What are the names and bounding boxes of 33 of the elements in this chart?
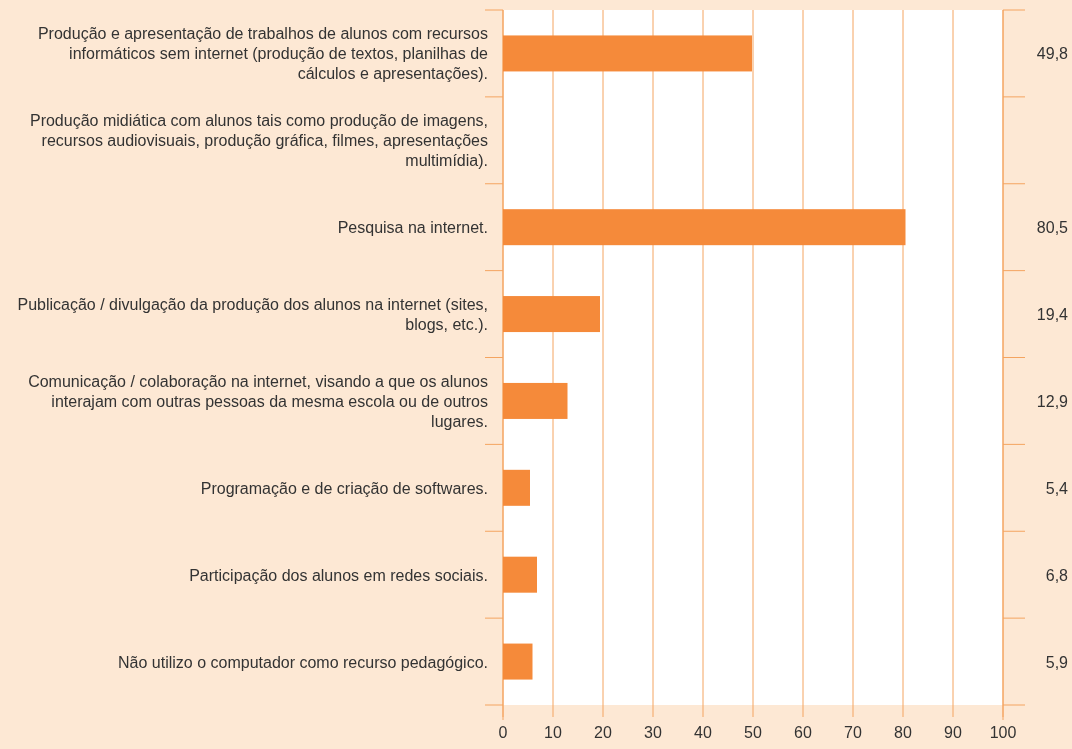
y-tick-label: Programação e de criação de softwares. — [200, 479, 488, 497]
x-tick-label: 40 — [694, 724, 712, 741]
data-label: 49,8 — [1036, 45, 1069, 63]
x-tick-label: 100 — [989, 724, 1017, 741]
data-label: 19,4 — [1036, 306, 1069, 324]
bar — [503, 469, 530, 506]
bar — [503, 296, 600, 333]
y-tick-label: Publicação / divulgação da produção dos alunos na internet (sites, blogs, etc.). — [17, 296, 488, 334]
data-label: 5,4 — [1045, 479, 1069, 497]
bar — [503, 556, 537, 593]
data-label: 5,9 — [1045, 653, 1069, 671]
x-tick-label: 80 — [894, 724, 912, 741]
y-tick-label: Não utilizo o computador como recurso pedagógico. — [118, 653, 488, 671]
bar — [503, 643, 533, 680]
data-label: 12,9 — [1036, 392, 1069, 410]
x-tick-label: 10 — [544, 724, 562, 741]
x-tick-label: 30 — [644, 724, 662, 741]
x-tick-label: 0 — [498, 724, 508, 741]
data-label: 80,5 — [1036, 219, 1069, 237]
x-tick-label: 20 — [594, 724, 612, 741]
y-tick-label: Produção e apresentação de trabalhos de alunos com recursos informáticos sem internet (produção de textos, planilhas de cálculos e apresentações). — [37, 25, 489, 83]
data-label: 6,8 — [1045, 566, 1069, 584]
y-tick-label: Pesquisa na internet. — [337, 219, 488, 237]
y-tick-label: Comunicação / colaboração na internet, visando a que os alunos interajam com outras pessoas da mesma escola ou de outros lugares. — [28, 372, 488, 430]
bar — [503, 209, 906, 246]
y-tick-label: Participação dos alunos em redes sociais. — [189, 566, 488, 584]
x-tick-label: 50 — [744, 724, 762, 741]
y-tick-label: Produção midiática com alunos tais como produção de imagens, recursos audiovisuais, produção gráfica, filmes, apresentações multimídia). — [29, 112, 488, 170]
bar — [503, 35, 752, 72]
bar — [503, 382, 568, 419]
x-tick-label: 60 — [794, 724, 812, 741]
x-tick-label: 90 — [944, 724, 962, 741]
x-tick-label: 70 — [844, 724, 862, 741]
